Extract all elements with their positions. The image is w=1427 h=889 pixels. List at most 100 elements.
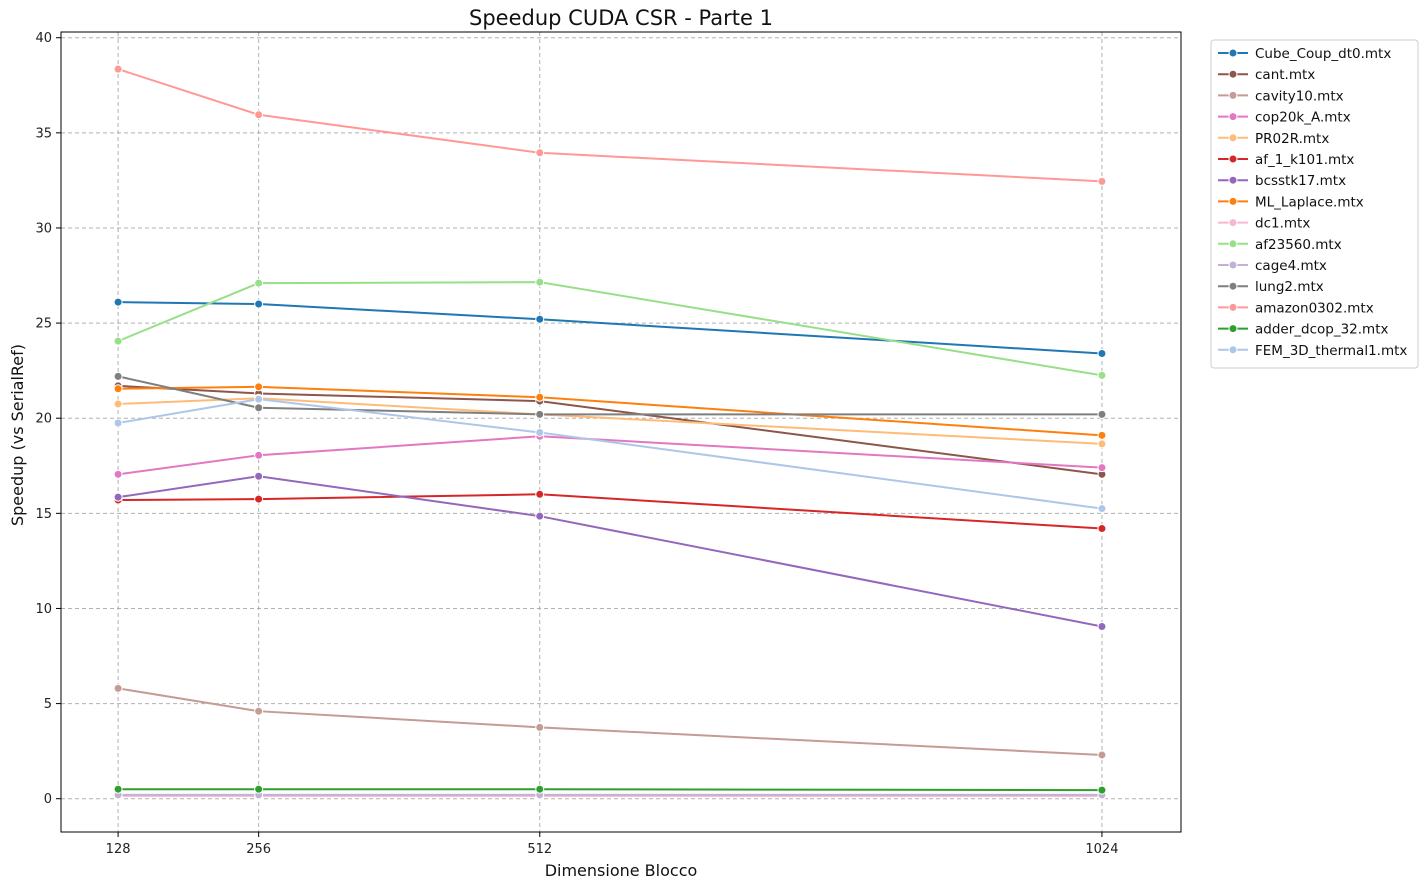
series-line (118, 493, 1103, 530)
data-point (1097, 463, 1107, 473)
data-point (254, 471, 264, 481)
legend-swatch-marker (1228, 239, 1238, 249)
data-point (535, 489, 545, 499)
data-point (113, 418, 123, 428)
legend-item: amazon0302.mtx (1218, 300, 1374, 316)
y-tick-label: 40 (35, 31, 52, 46)
legend-swatch-marker (1228, 175, 1238, 185)
series-layer (113, 64, 1107, 801)
data-point (1097, 524, 1107, 534)
legend-item: FEM_3D_thermal1.mtx (1218, 343, 1407, 359)
legend-label: Cube_Coup_dt0.mtx (1255, 46, 1391, 62)
legend-item: adder_dcop_32.mtx (1218, 322, 1389, 338)
data-point (113, 336, 123, 346)
legend-swatch-marker (1228, 281, 1238, 291)
legend-item: cage4.mtx (1218, 258, 1327, 274)
series-line (117, 398, 1103, 510)
series-line (118, 301, 1103, 355)
series-af-1-k101-mtx (113, 489, 1107, 534)
series-adder-dcop-32-mtx (113, 784, 1107, 795)
y-tick-label: 15 (35, 507, 52, 522)
data-point (1097, 349, 1107, 359)
legend-swatch-marker (1228, 112, 1238, 122)
series-fem-3d-thermal1-mtx (113, 394, 1107, 514)
series-lung2-mtx (113, 371, 1107, 419)
y-axis-label: Speedup (vs SerialRef) (8, 344, 27, 526)
legend-label: cage4.mtx (1255, 258, 1327, 274)
data-point (1097, 430, 1107, 440)
series-bcsstk17-mtx (113, 471, 1107, 632)
data-point (1097, 176, 1107, 186)
y-tick-label: 10 (35, 602, 52, 617)
legend-label: dc1.mtx (1255, 216, 1310, 232)
data-point (535, 314, 545, 324)
legend-label: FEM_3D_thermal1.mtx (1255, 343, 1407, 359)
data-point (535, 392, 545, 402)
y-tick-label: 5 (44, 697, 52, 712)
data-point (254, 784, 264, 794)
legend-label: amazon0302.mtx (1255, 300, 1374, 316)
data-point (113, 384, 123, 394)
data-point (535, 784, 545, 794)
series-line (118, 788, 1102, 792)
data-point (254, 382, 264, 392)
series-line (117, 68, 1102, 183)
data-point (535, 409, 545, 419)
data-point (1097, 409, 1107, 419)
data-point (1097, 785, 1107, 795)
legend-item: bcsstk17.mtx (1218, 173, 1346, 189)
data-point (1097, 750, 1107, 760)
x-tick-label: 128 (106, 842, 131, 857)
legend-item: lung2.mtx (1218, 279, 1324, 295)
legend-label: PR02R.mtx (1255, 131, 1329, 147)
data-point (254, 403, 264, 413)
chart-title: Speedup CUDA CSR - Parte 1 (469, 6, 773, 30)
data-point (254, 494, 264, 504)
y-axis: 0 5 10 15 20 25 30 35 40 (35, 31, 61, 807)
legend-label: ML_Laplace.mtx (1255, 194, 1364, 210)
legend-label: cop20k_A.mtx (1255, 110, 1351, 126)
y-tick-label: 0 (44, 792, 52, 807)
series-line (118, 385, 1103, 437)
series-amazon0302-mtx (113, 64, 1107, 186)
data-point (113, 64, 123, 74)
legend-swatch-marker (1228, 48, 1238, 58)
legend-swatch-marker (1228, 302, 1238, 312)
series-ml-laplace-mtx (113, 382, 1107, 440)
y-tick-label: 35 (35, 126, 52, 141)
series-cavity10-mtx (113, 683, 1107, 760)
data-point (535, 511, 545, 521)
legend-swatch-marker (1228, 133, 1238, 143)
legend-label: adder_dcop_32.mtx (1255, 322, 1389, 338)
data-point (254, 278, 264, 288)
legend-label: cant.mtx (1255, 67, 1315, 83)
data-point (1097, 439, 1107, 449)
y-tick-label: 30 (35, 221, 52, 236)
legend-item: dc1.mtx (1218, 216, 1310, 232)
plot-frame (60, 31, 1182, 833)
legend-label: cavity10.mtx (1255, 88, 1344, 104)
series-line (117, 475, 1103, 628)
data-point (254, 450, 264, 460)
series-af23560-mtx (113, 277, 1107, 380)
data-point (254, 706, 264, 716)
data-point (254, 110, 264, 120)
legend-box (1210, 39, 1419, 369)
x-tick-label: 1024 (1085, 842, 1118, 857)
grid-lines (61, 32, 1181, 832)
legend-label: bcsstk17.mtx (1255, 173, 1346, 189)
legend-swatch-marker (1228, 345, 1238, 355)
x-axis: 128 256 512 1024 (106, 832, 1118, 857)
data-point (1097, 504, 1107, 514)
data-point (1097, 622, 1107, 632)
data-point (113, 297, 123, 307)
series-line (117, 687, 1102, 756)
data-point (1097, 370, 1107, 380)
legend-swatch-marker (1228, 260, 1238, 270)
legend-label: af23560.mtx (1255, 237, 1342, 253)
series-line (118, 384, 1103, 476)
x-tick-label: 256 (246, 842, 271, 857)
legend-swatch-marker (1228, 69, 1238, 79)
y-tick-label: 25 (35, 317, 52, 332)
